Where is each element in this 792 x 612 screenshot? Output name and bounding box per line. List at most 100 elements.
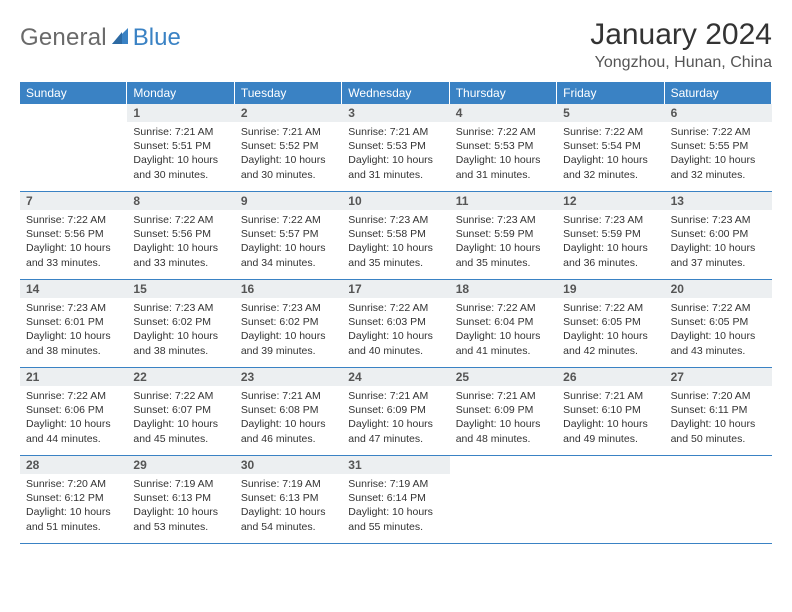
day-details: Sunrise: 7:22 AMSunset: 5:53 PMDaylight:…	[450, 122, 557, 187]
daylight-text-2: and 33 minutes.	[26, 256, 121, 270]
calendar-cell: 14Sunrise: 7:23 AMSunset: 6:01 PMDayligh…	[20, 280, 127, 368]
calendar-cell: 5Sunrise: 7:22 AMSunset: 5:54 PMDaylight…	[557, 104, 664, 192]
daylight-text-1: Daylight: 10 hours	[671, 417, 766, 431]
calendar-cell: 2Sunrise: 7:21 AMSunset: 5:52 PMDaylight…	[235, 104, 342, 192]
daylight-text-1: Daylight: 10 hours	[26, 417, 121, 431]
sunset-text: Sunset: 5:55 PM	[671, 139, 766, 153]
daylight-text-2: and 39 minutes.	[241, 344, 336, 358]
day-number: 15	[127, 280, 234, 298]
daylight-text-2: and 44 minutes.	[26, 432, 121, 446]
daylight-text-2: and 53 minutes.	[133, 520, 228, 534]
calendar-cell: 9Sunrise: 7:22 AMSunset: 5:57 PMDaylight…	[235, 192, 342, 280]
sunrise-text: Sunrise: 7:22 AM	[348, 301, 443, 315]
page-title: January 2024	[590, 18, 772, 52]
sunrise-text: Sunrise: 7:21 AM	[348, 125, 443, 139]
sunset-text: Sunset: 5:51 PM	[133, 139, 228, 153]
sunset-text: Sunset: 6:12 PM	[26, 491, 121, 505]
logo-text-general: General	[20, 24, 107, 52]
daylight-text-1: Daylight: 10 hours	[563, 329, 658, 343]
day-details: Sunrise: 7:23 AMSunset: 5:59 PMDaylight:…	[450, 210, 557, 275]
day-number: 5	[557, 104, 664, 122]
sunrise-text: Sunrise: 7:20 AM	[26, 477, 121, 491]
logo-text-blue: Blue	[133, 24, 181, 52]
sunrise-text: Sunrise: 7:22 AM	[563, 301, 658, 315]
day-number: 26	[557, 368, 664, 386]
daylight-text-2: and 33 minutes.	[133, 256, 228, 270]
daylight-text-2: and 42 minutes.	[563, 344, 658, 358]
daylight-text-1: Daylight: 10 hours	[563, 417, 658, 431]
day-number: 2	[235, 104, 342, 122]
sunset-text: Sunset: 5:53 PM	[456, 139, 551, 153]
day-number: 31	[342, 456, 449, 474]
sunrise-text: Sunrise: 7:23 AM	[348, 213, 443, 227]
sunset-text: Sunset: 6:13 PM	[241, 491, 336, 505]
calendar-cell: 23Sunrise: 7:21 AMSunset: 6:08 PMDayligh…	[235, 368, 342, 456]
day-details: Sunrise: 7:21 AMSunset: 5:51 PMDaylight:…	[127, 122, 234, 187]
daylight-text-2: and 45 minutes.	[133, 432, 228, 446]
sunrise-text: Sunrise: 7:20 AM	[671, 389, 766, 403]
daylight-text-2: and 47 minutes.	[348, 432, 443, 446]
day-number: 28	[20, 456, 127, 474]
daylight-text-2: and 38 minutes.	[26, 344, 121, 358]
calendar-grid: SundayMondayTuesdayWednesdayThursdayFrid…	[20, 82, 772, 544]
daylight-text-2: and 54 minutes.	[241, 520, 336, 534]
sunrise-text: Sunrise: 7:19 AM	[348, 477, 443, 491]
sunrise-text: Sunrise: 7:19 AM	[241, 477, 336, 491]
day-details: Sunrise: 7:23 AMSunset: 6:02 PMDaylight:…	[235, 298, 342, 363]
sunrise-text: Sunrise: 7:21 AM	[241, 389, 336, 403]
sunrise-text: Sunrise: 7:23 AM	[456, 213, 551, 227]
day-details: Sunrise: 7:21 AMSunset: 6:10 PMDaylight:…	[557, 386, 664, 451]
daylight-text-1: Daylight: 10 hours	[348, 505, 443, 519]
sunset-text: Sunset: 5:57 PM	[241, 227, 336, 241]
day-details: Sunrise: 7:22 AMSunset: 5:54 PMDaylight:…	[557, 122, 664, 187]
day-number: 3	[342, 104, 449, 122]
day-number: 16	[235, 280, 342, 298]
sunset-text: Sunset: 6:02 PM	[241, 315, 336, 329]
day-number: 21	[20, 368, 127, 386]
day-header: Wednesday	[342, 82, 449, 104]
day-number: 27	[665, 368, 772, 386]
day-details: Sunrise: 7:20 AMSunset: 6:12 PMDaylight:…	[20, 474, 127, 539]
daylight-text-2: and 40 minutes.	[348, 344, 443, 358]
day-header: Monday	[127, 82, 234, 104]
daylight-text-1: Daylight: 10 hours	[671, 241, 766, 255]
daylight-text-2: and 30 minutes.	[241, 168, 336, 182]
daylight-text-2: and 30 minutes.	[133, 168, 228, 182]
calendar-cell: 30Sunrise: 7:19 AMSunset: 6:13 PMDayligh…	[235, 456, 342, 544]
sunrise-text: Sunrise: 7:19 AM	[133, 477, 228, 491]
day-details: Sunrise: 7:22 AMSunset: 6:05 PMDaylight:…	[557, 298, 664, 363]
calendar-cell: 4Sunrise: 7:22 AMSunset: 5:53 PMDaylight…	[450, 104, 557, 192]
daylight-text-2: and 55 minutes.	[348, 520, 443, 534]
day-number: 18	[450, 280, 557, 298]
daylight-text-1: Daylight: 10 hours	[456, 417, 551, 431]
sunrise-text: Sunrise: 7:21 AM	[563, 389, 658, 403]
daylight-text-1: Daylight: 10 hours	[348, 153, 443, 167]
sunset-text: Sunset: 6:02 PM	[133, 315, 228, 329]
sunset-text: Sunset: 6:10 PM	[563, 403, 658, 417]
calendar-cell: 26Sunrise: 7:21 AMSunset: 6:10 PMDayligh…	[557, 368, 664, 456]
sunrise-text: Sunrise: 7:22 AM	[133, 389, 228, 403]
day-details: Sunrise: 7:21 AMSunset: 6:09 PMDaylight:…	[450, 386, 557, 451]
day-details: Sunrise: 7:20 AMSunset: 6:11 PMDaylight:…	[665, 386, 772, 451]
day-details: Sunrise: 7:23 AMSunset: 5:59 PMDaylight:…	[557, 210, 664, 275]
calendar-cell: .	[665, 456, 772, 544]
calendar-cell: 15Sunrise: 7:23 AMSunset: 6:02 PMDayligh…	[127, 280, 234, 368]
sunset-text: Sunset: 6:11 PM	[671, 403, 766, 417]
sunset-text: Sunset: 6:09 PM	[348, 403, 443, 417]
daylight-text-1: Daylight: 10 hours	[563, 153, 658, 167]
daylight-text-1: Daylight: 10 hours	[241, 417, 336, 431]
sunset-text: Sunset: 5:59 PM	[456, 227, 551, 241]
calendar-cell: 24Sunrise: 7:21 AMSunset: 6:09 PMDayligh…	[342, 368, 449, 456]
calendar-cell: 7Sunrise: 7:22 AMSunset: 5:56 PMDaylight…	[20, 192, 127, 280]
sunrise-text: Sunrise: 7:22 AM	[241, 213, 336, 227]
day-header: Saturday	[665, 82, 772, 104]
sunset-text: Sunset: 5:56 PM	[26, 227, 121, 241]
calendar-cell: 28Sunrise: 7:20 AMSunset: 6:12 PMDayligh…	[20, 456, 127, 544]
day-number: 14	[20, 280, 127, 298]
calendar-cell: 12Sunrise: 7:23 AMSunset: 5:59 PMDayligh…	[557, 192, 664, 280]
calendar-cell: 29Sunrise: 7:19 AMSunset: 6:13 PMDayligh…	[127, 456, 234, 544]
daylight-text-1: Daylight: 10 hours	[348, 417, 443, 431]
sunset-text: Sunset: 6:09 PM	[456, 403, 551, 417]
calendar-cell: 10Sunrise: 7:23 AMSunset: 5:58 PMDayligh…	[342, 192, 449, 280]
day-details: Sunrise: 7:22 AMSunset: 6:06 PMDaylight:…	[20, 386, 127, 451]
